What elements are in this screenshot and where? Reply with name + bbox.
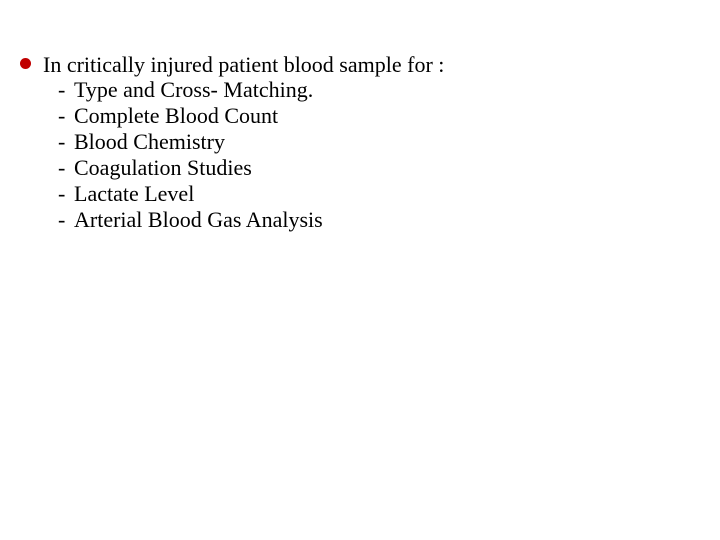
main-bullet-row: In critically injured patient blood samp…	[20, 52, 720, 77]
sub-item-row: -Blood Chemistry	[58, 129, 720, 155]
sub-item-text: Complete Blood Count	[74, 103, 278, 128]
sub-list: -Type and Cross- Matching.-Complete Bloo…	[20, 77, 720, 233]
sub-item-text: Arterial Blood Gas Analysis	[74, 207, 323, 232]
main-bullet-text: In critically injured patient blood samp…	[43, 52, 444, 77]
sub-item-text: Lactate Level	[74, 181, 194, 206]
bullet-disc-icon	[20, 58, 31, 69]
slide-container: In critically injured patient blood samp…	[0, 0, 720, 540]
sub-item-text: Coagulation Studies	[74, 155, 252, 180]
sub-item-text: Blood Chemistry	[74, 129, 225, 154]
dash-icon: -	[58, 129, 74, 155]
sub-item-row: -Type and Cross- Matching.	[58, 77, 720, 103]
dash-icon: -	[58, 155, 74, 181]
sub-item-row: - Lactate Level	[58, 181, 720, 207]
dash-icon: -	[58, 103, 74, 129]
dash-icon: -	[58, 181, 74, 207]
sub-item-text: Type and Cross- Matching.	[74, 77, 313, 102]
sub-item-row: - Arterial Blood Gas Analysis	[58, 207, 720, 233]
sub-item-row: -Coagulation Studies	[58, 155, 720, 181]
sub-item-row: -Complete Blood Count	[58, 103, 720, 129]
dash-icon: -	[58, 207, 74, 233]
dash-icon: -	[58, 77, 74, 103]
